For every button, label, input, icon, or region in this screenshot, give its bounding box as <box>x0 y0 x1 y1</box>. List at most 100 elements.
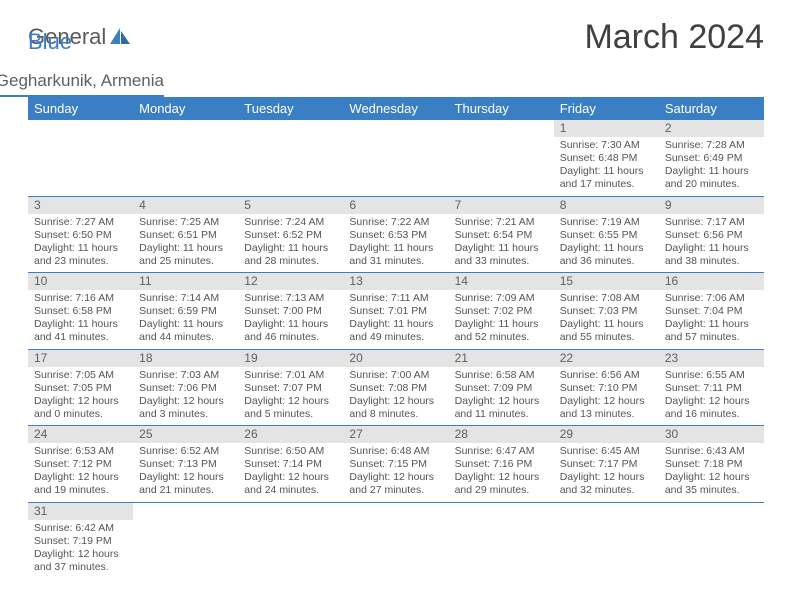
calendar-day-cell: 22Sunrise: 6:56 AMSunset: 7:10 PMDayligh… <box>554 349 659 426</box>
sunset-text: Sunset: 6:58 PM <box>34 305 127 318</box>
sunrise-text: Sunrise: 6:50 AM <box>244 445 337 458</box>
day-number: 20 <box>343 350 448 367</box>
sunrise-text: Sunrise: 7:03 AM <box>139 369 232 382</box>
sunrise-text: Sunrise: 7:00 AM <box>349 369 442 382</box>
day-content: Sunrise: 7:08 AMSunset: 7:03 PMDaylight:… <box>554 290 659 349</box>
day-content: Sunrise: 6:45 AMSunset: 7:17 PMDaylight:… <box>554 443 659 502</box>
sunrise-text: Sunrise: 7:22 AM <box>349 216 442 229</box>
sunset-text: Sunset: 6:54 PM <box>455 229 548 242</box>
sunrise-text: Sunrise: 7:17 AM <box>665 216 758 229</box>
daylight-text: Daylight: 11 hours and 55 minutes. <box>560 318 653 344</box>
sunset-text: Sunset: 7:04 PM <box>665 305 758 318</box>
calendar-day-cell <box>659 502 764 578</box>
sunrise-text: Sunrise: 6:45 AM <box>560 445 653 458</box>
sunset-text: Sunset: 7:14 PM <box>244 458 337 471</box>
daylight-text: Daylight: 11 hours and 52 minutes. <box>455 318 548 344</box>
daylight-text: Daylight: 12 hours and 16 minutes. <box>665 395 758 421</box>
day-number: 22 <box>554 350 659 367</box>
weekday-header: Wednesday <box>343 97 448 120</box>
calendar-day-cell: 18Sunrise: 7:03 AMSunset: 7:06 PMDayligh… <box>133 349 238 426</box>
daylight-text: Daylight: 11 hours and 49 minutes. <box>349 318 442 344</box>
sunset-text: Sunset: 7:08 PM <box>349 382 442 395</box>
sunrise-text: Sunrise: 7:25 AM <box>139 216 232 229</box>
day-number: 2 <box>659 120 764 137</box>
calendar-day-cell: 25Sunrise: 6:52 AMSunset: 7:13 PMDayligh… <box>133 426 238 503</box>
calendar-day-cell: 21Sunrise: 6:58 AMSunset: 7:09 PMDayligh… <box>449 349 554 426</box>
daylight-text: Daylight: 11 hours and 36 minutes. <box>560 242 653 268</box>
day-content: Sunrise: 7:03 AMSunset: 7:06 PMDaylight:… <box>133 367 238 426</box>
daylight-text: Daylight: 11 hours and 28 minutes. <box>244 242 337 268</box>
sunrise-text: Sunrise: 6:58 AM <box>455 369 548 382</box>
calendar-day-cell: 19Sunrise: 7:01 AMSunset: 7:07 PMDayligh… <box>238 349 343 426</box>
calendar-day-cell: 30Sunrise: 6:43 AMSunset: 7:18 PMDayligh… <box>659 426 764 503</box>
daylight-text: Daylight: 11 hours and 31 minutes. <box>349 242 442 268</box>
sunset-text: Sunset: 6:56 PM <box>665 229 758 242</box>
sunrise-text: Sunrise: 6:48 AM <box>349 445 442 458</box>
weekday-header: Tuesday <box>238 97 343 120</box>
sunrise-text: Sunrise: 7:08 AM <box>560 292 653 305</box>
calendar-day-cell: 28Sunrise: 6:47 AMSunset: 7:16 PMDayligh… <box>449 426 554 503</box>
day-content: Sunrise: 7:01 AMSunset: 7:07 PMDaylight:… <box>238 367 343 426</box>
day-content: Sunrise: 7:16 AMSunset: 6:58 PMDaylight:… <box>28 290 133 349</box>
daylight-text: Daylight: 11 hours and 20 minutes. <box>665 165 758 191</box>
sunrise-text: Sunrise: 7:06 AM <box>665 292 758 305</box>
day-content: Sunrise: 6:48 AMSunset: 7:15 PMDaylight:… <box>343 443 448 502</box>
day-content: Sunrise: 6:42 AMSunset: 7:19 PMDaylight:… <box>28 520 133 579</box>
calendar-day-cell: 23Sunrise: 6:55 AMSunset: 7:11 PMDayligh… <box>659 349 764 426</box>
calendar-week-row: 10Sunrise: 7:16 AMSunset: 6:58 PMDayligh… <box>28 273 764 350</box>
sunset-text: Sunset: 7:07 PM <box>244 382 337 395</box>
day-content: Sunrise: 7:05 AMSunset: 7:05 PMDaylight:… <box>28 367 133 426</box>
calendar-day-cell: 10Sunrise: 7:16 AMSunset: 6:58 PMDayligh… <box>28 273 133 350</box>
sunset-text: Sunset: 7:19 PM <box>34 535 127 548</box>
daylight-text: Daylight: 12 hours and 37 minutes. <box>34 548 127 574</box>
header: General March 2024 <box>28 18 764 61</box>
calendar-day-cell <box>343 120 448 196</box>
sunrise-text: Sunrise: 6:52 AM <box>139 445 232 458</box>
day-content: Sunrise: 7:17 AMSunset: 6:56 PMDaylight:… <box>659 214 764 273</box>
weekday-header: Friday <box>554 97 659 120</box>
daylight-text: Daylight: 12 hours and 3 minutes. <box>139 395 232 421</box>
daylight-text: Daylight: 12 hours and 11 minutes. <box>455 395 548 421</box>
day-number: 1 <box>554 120 659 137</box>
calendar-day-cell <box>28 120 133 196</box>
calendar-week-row: 31Sunrise: 6:42 AMSunset: 7:19 PMDayligh… <box>28 502 764 578</box>
calendar-day-cell: 20Sunrise: 7:00 AMSunset: 7:08 PMDayligh… <box>343 349 448 426</box>
day-number: 5 <box>238 197 343 214</box>
day-content: Sunrise: 7:13 AMSunset: 7:00 PMDaylight:… <box>238 290 343 349</box>
calendar-day-cell <box>343 502 448 578</box>
day-number: 7 <box>449 197 554 214</box>
sunset-text: Sunset: 7:03 PM <box>560 305 653 318</box>
day-number: 23 <box>659 350 764 367</box>
calendar-day-cell <box>238 502 343 578</box>
sunset-text: Sunset: 7:18 PM <box>665 458 758 471</box>
sunrise-text: Sunrise: 7:24 AM <box>244 216 337 229</box>
daylight-text: Daylight: 11 hours and 38 minutes. <box>665 242 758 268</box>
calendar-day-cell: 14Sunrise: 7:09 AMSunset: 7:02 PMDayligh… <box>449 273 554 350</box>
day-content: Sunrise: 7:22 AMSunset: 6:53 PMDaylight:… <box>343 214 448 273</box>
sunrise-text: Sunrise: 6:53 AM <box>34 445 127 458</box>
sunset-text: Sunset: 6:50 PM <box>34 229 127 242</box>
daylight-text: Daylight: 11 hours and 17 minutes. <box>560 165 653 191</box>
calendar-day-cell: 1Sunrise: 7:30 AMSunset: 6:48 PMDaylight… <box>554 120 659 196</box>
calendar-day-cell: 7Sunrise: 7:21 AMSunset: 6:54 PMDaylight… <box>449 196 554 273</box>
sunset-text: Sunset: 7:06 PM <box>139 382 232 395</box>
day-content: Sunrise: 7:06 AMSunset: 7:04 PMDaylight:… <box>659 290 764 349</box>
sunset-text: Sunset: 6:55 PM <box>560 229 653 242</box>
day-content: Sunrise: 6:58 AMSunset: 7:09 PMDaylight:… <box>449 367 554 426</box>
sunset-text: Sunset: 6:53 PM <box>349 229 442 242</box>
weekday-header: Monday <box>133 97 238 120</box>
day-content: Sunrise: 7:25 AMSunset: 6:51 PMDaylight:… <box>133 214 238 273</box>
weekday-header: Sunday <box>28 97 133 120</box>
day-number: 21 <box>449 350 554 367</box>
weekday-header: Saturday <box>659 97 764 120</box>
day-number: 30 <box>659 426 764 443</box>
sunrise-text: Sunrise: 7:27 AM <box>34 216 127 229</box>
day-number: 25 <box>133 426 238 443</box>
sunset-text: Sunset: 7:17 PM <box>560 458 653 471</box>
weekday-header: Thursday <box>449 97 554 120</box>
day-number: 11 <box>133 273 238 290</box>
daylight-text: Daylight: 12 hours and 13 minutes. <box>560 395 653 421</box>
day-content: Sunrise: 6:43 AMSunset: 7:18 PMDaylight:… <box>659 443 764 502</box>
day-number: 8 <box>554 197 659 214</box>
calendar-day-cell: 2Sunrise: 7:28 AMSunset: 6:49 PMDaylight… <box>659 120 764 196</box>
